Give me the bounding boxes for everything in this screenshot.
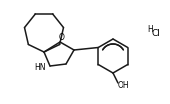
Text: Cl: Cl <box>151 30 160 38</box>
Text: HN: HN <box>34 63 46 72</box>
Text: O: O <box>59 32 65 41</box>
Text: OH: OH <box>117 82 129 90</box>
Text: H: H <box>147 25 153 35</box>
